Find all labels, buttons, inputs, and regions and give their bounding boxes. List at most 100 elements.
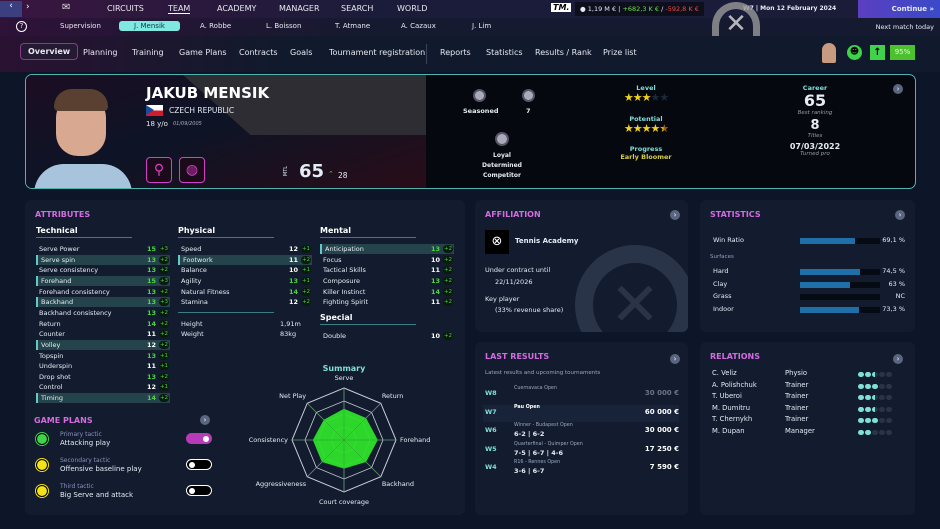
nav-team[interactable]: TEAM: [168, 4, 191, 14]
attribute-value: 11: [430, 266, 440, 275]
academy-logo: ⊗: [485, 230, 509, 254]
surface-bar-fill: [800, 306, 859, 313]
statistics-more-button[interactable]: ›: [895, 210, 905, 220]
result-row[interactable]: W7 Pau Open 60 000 €: [483, 404, 679, 422]
relation-name[interactable]: M. Dumitru: [712, 403, 751, 412]
progress-label: Progress: [629, 145, 663, 153]
player-tab-3[interactable]: L. Boisson: [266, 22, 302, 30]
result-score: 3-6 | 6-7: [514, 467, 545, 475]
revenue-share: (33% revenue share): [495, 306, 564, 314]
player-tab-1[interactable]: J. Mensik: [119, 21, 180, 31]
nav-circuits[interactable]: CIRCUITS: [107, 4, 144, 13]
mail-icon[interactable]: ✉: [62, 2, 71, 13]
continue-button[interactable]: Continue »: [858, 0, 940, 18]
back-button[interactable]: ‹: [0, 1, 22, 17]
tab-planning[interactable]: Planning: [83, 48, 118, 57]
personality-traits: Loyal Determined Competitor: [472, 151, 532, 181]
attribute-row: Tactical Skills 11 +2: [320, 265, 454, 275]
potential-label: Potential: [629, 115, 663, 123]
tab-bar: Overview Planning Training Game Plans Contra…: [0, 36, 940, 72]
player-tab-0[interactable]: Supervision: [60, 22, 101, 30]
relation-name[interactable]: T. Chernykh: [712, 415, 753, 424]
game-plans-more-button[interactable]: ›: [200, 415, 210, 425]
nav-academy[interactable]: ACADEMY: [217, 4, 257, 13]
technical-header: Technical: [36, 226, 132, 238]
result-row[interactable]: W4 R16 - Rennes Open 3-6 | 6-7 7 590 €: [483, 460, 679, 477]
player-tab-5[interactable]: A. Cazaux: [401, 22, 436, 30]
forward-button[interactable]: ›: [26, 2, 30, 12]
attribute-value: 15: [146, 245, 156, 253]
attribute-progress: +2: [159, 330, 169, 339]
nav-manager[interactable]: MANAGER: [279, 4, 320, 13]
attribute-progress: +2: [443, 332, 453, 340]
morale-badge: 95%: [890, 45, 915, 60]
next-match-text: Next match today: [875, 23, 934, 31]
tab-goals[interactable]: Goals: [290, 48, 313, 57]
surface-value: NC: [895, 292, 905, 300]
result-row[interactable]: W5 Quarterfinal - Quimper Open 7-5 | 6-7 |…: [483, 442, 679, 459]
tab-game-plans[interactable]: Game Plans: [179, 48, 227, 57]
tactic-indicator-icon: [35, 484, 49, 498]
attribute-row: Fighting Spirit 11 +2: [320, 297, 454, 307]
relation-name[interactable]: A. Polishchuk: [712, 380, 757, 389]
help-icon[interactable]: ?: [16, 21, 27, 32]
tactic-toggle[interactable]: [186, 459, 212, 470]
relation-role: Manager: [785, 427, 815, 435]
weight-label: Weight: [181, 330, 204, 338]
player-photo: [34, 89, 132, 188]
relations-more-button[interactable]: ›: [893, 354, 903, 364]
surface-bar: [800, 269, 880, 275]
nav-search[interactable]: SEARCH: [341, 4, 374, 13]
result-row[interactable]: W8 Cuernavaca Open 30 000 €: [483, 386, 679, 403]
attribute-row: Anticipation 13 +2: [320, 244, 454, 254]
attribute-value: 13: [146, 266, 156, 275]
player-tab-6[interactable]: J. Lim: [472, 22, 492, 30]
radar-axis-label: Return: [382, 392, 404, 400]
tab-prize-list[interactable]: Prize list: [603, 48, 637, 57]
relation-name[interactable]: M. Dupan: [712, 427, 745, 435]
attribute-row: Serve Power 15 +3: [36, 244, 170, 254]
tab-results-rank[interactable]: Results / Rank: [535, 48, 592, 57]
tab-training[interactable]: Training: [132, 48, 164, 57]
last-results-subtitle: Latest results and upcoming tournaments: [485, 370, 601, 376]
relation-name[interactable]: C. Veliz: [712, 369, 737, 377]
attribute-name: Underspin: [39, 362, 73, 371]
surface-value: 73,3 %: [882, 304, 905, 313]
turned-pro: 07/03/2022: [789, 142, 841, 151]
relation-level: [858, 428, 893, 437]
toggle-knob: [203, 435, 209, 442]
last-results-panel: LAST RESULTS › Latest results and upcomi…: [475, 342, 688, 515]
star-icon: ★: [632, 91, 643, 104]
attribute-value: 10: [288, 266, 298, 275]
affiliation-more-button[interactable]: ›: [670, 210, 680, 220]
relation-name[interactable]: T. Uberoi: [712, 392, 742, 401]
star-icon: ★: [650, 91, 660, 104]
tactic-toggle[interactable]: [186, 433, 212, 444]
attribute-name: Composure: [323, 276, 360, 285]
result-score: 6-2 | 6-2: [514, 430, 545, 438]
nav-world[interactable]: WORLD: [397, 4, 428, 13]
relation-role: Trainer: [785, 392, 809, 401]
tab-overview[interactable]: Overview: [20, 43, 79, 60]
player-tab-4[interactable]: T. Atmane: [335, 22, 371, 30]
attribute-row: Killer Instinct 14 +2: [320, 287, 454, 297]
tab-reports[interactable]: Reports: [440, 48, 471, 57]
result-week: W8: [485, 389, 497, 397]
attribute-progress: +2: [159, 394, 169, 403]
tactic-toggle[interactable]: [186, 485, 212, 496]
relation-dot-icon: [886, 418, 892, 424]
career-more-button[interactable]: ›: [893, 84, 903, 94]
finance-widget[interactable]: ● 1,19 M € | +682,3 K € / -592,8 K €: [575, 2, 704, 16]
surface-bar: [800, 281, 880, 288]
count-icon: [522, 89, 535, 102]
last-results-more-button[interactable]: ›: [670, 354, 680, 364]
trait-badge-racket: ◍: [179, 157, 205, 183]
attribute-name: Speed: [181, 245, 202, 253]
tab-tournament-registration[interactable]: Tournament registration: [329, 48, 426, 57]
tab-contracts[interactable]: Contracts: [239, 48, 278, 57]
surface-bar: [800, 294, 880, 300]
player-tab-2[interactable]: A. Robbe: [200, 22, 232, 30]
result-row[interactable]: W6 Winner - Budapest Open 6-2 | 6-2 30 000 …: [483, 423, 679, 440]
relation-dot-icon: [879, 406, 885, 412]
tab-statistics[interactable]: Statistics: [486, 48, 523, 57]
